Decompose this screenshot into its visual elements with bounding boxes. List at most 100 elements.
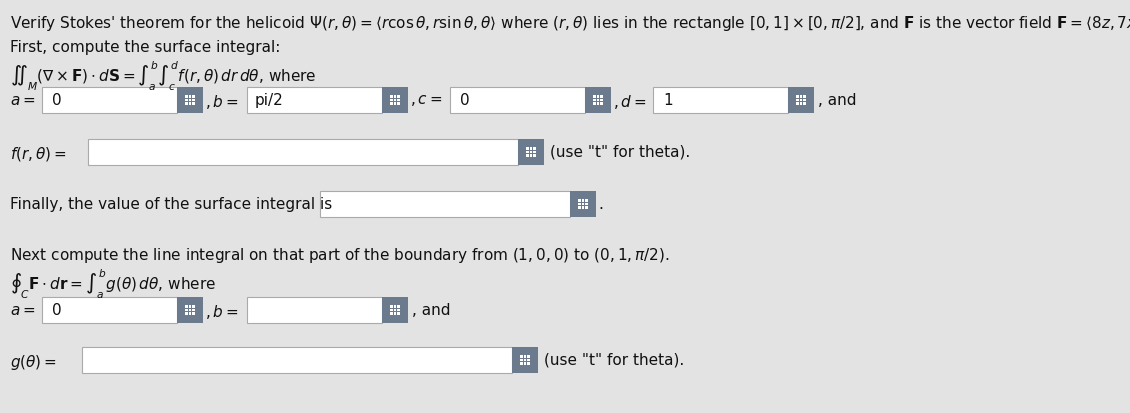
FancyBboxPatch shape bbox=[192, 96, 194, 98]
FancyBboxPatch shape bbox=[189, 100, 191, 102]
Text: $, c = $: $, c = $ bbox=[410, 93, 442, 108]
FancyBboxPatch shape bbox=[528, 359, 530, 361]
FancyBboxPatch shape bbox=[185, 309, 188, 311]
FancyBboxPatch shape bbox=[585, 204, 588, 206]
Text: 0: 0 bbox=[460, 93, 470, 108]
Text: First, compute the surface integral:: First, compute the surface integral: bbox=[10, 40, 280, 55]
FancyBboxPatch shape bbox=[533, 152, 536, 154]
FancyBboxPatch shape bbox=[800, 96, 802, 98]
FancyBboxPatch shape bbox=[803, 100, 806, 102]
Text: $, b = $: $, b = $ bbox=[205, 302, 238, 320]
FancyBboxPatch shape bbox=[582, 200, 584, 202]
FancyBboxPatch shape bbox=[185, 96, 188, 98]
Text: $, d = $: $, d = $ bbox=[612, 93, 646, 111]
FancyBboxPatch shape bbox=[42, 88, 177, 114]
FancyBboxPatch shape bbox=[185, 103, 188, 105]
Text: 1: 1 bbox=[663, 93, 672, 108]
FancyBboxPatch shape bbox=[521, 359, 522, 361]
FancyBboxPatch shape bbox=[797, 103, 799, 105]
FancyBboxPatch shape bbox=[398, 309, 400, 311]
FancyBboxPatch shape bbox=[530, 155, 532, 157]
Text: $\oint_C \mathbf{F} \cdot d\mathbf{r} = \int_a^b g(\theta)\,d\theta$, where: $\oint_C \mathbf{F} \cdot d\mathbf{r} = … bbox=[10, 267, 216, 301]
FancyBboxPatch shape bbox=[593, 100, 596, 102]
FancyBboxPatch shape bbox=[597, 96, 599, 98]
FancyBboxPatch shape bbox=[82, 347, 512, 373]
FancyBboxPatch shape bbox=[570, 192, 596, 218]
FancyBboxPatch shape bbox=[394, 96, 397, 98]
FancyBboxPatch shape bbox=[192, 100, 194, 102]
FancyBboxPatch shape bbox=[382, 297, 408, 323]
FancyBboxPatch shape bbox=[390, 100, 392, 102]
FancyBboxPatch shape bbox=[788, 88, 814, 114]
FancyBboxPatch shape bbox=[390, 96, 392, 98]
FancyBboxPatch shape bbox=[192, 309, 194, 311]
FancyBboxPatch shape bbox=[527, 152, 529, 154]
FancyBboxPatch shape bbox=[582, 204, 584, 206]
FancyBboxPatch shape bbox=[192, 103, 194, 105]
FancyBboxPatch shape bbox=[320, 192, 570, 218]
Text: 0: 0 bbox=[52, 93, 62, 108]
FancyBboxPatch shape bbox=[394, 306, 397, 308]
FancyBboxPatch shape bbox=[800, 100, 802, 102]
FancyBboxPatch shape bbox=[398, 103, 400, 105]
FancyBboxPatch shape bbox=[585, 88, 611, 114]
FancyBboxPatch shape bbox=[585, 200, 588, 202]
FancyBboxPatch shape bbox=[390, 306, 392, 308]
FancyBboxPatch shape bbox=[390, 309, 392, 311]
FancyBboxPatch shape bbox=[88, 140, 518, 166]
FancyBboxPatch shape bbox=[512, 347, 538, 373]
FancyBboxPatch shape bbox=[797, 100, 799, 102]
FancyBboxPatch shape bbox=[600, 96, 602, 98]
Text: .: . bbox=[598, 197, 603, 211]
FancyBboxPatch shape bbox=[653, 88, 788, 114]
FancyBboxPatch shape bbox=[528, 363, 530, 365]
Text: Verify Stokes' theorem for the helicoid $\Psi(r, \theta) = \langle r\cos\theta, : Verify Stokes' theorem for the helicoid … bbox=[10, 14, 1130, 33]
FancyBboxPatch shape bbox=[593, 103, 596, 105]
Text: $, b = $: $, b = $ bbox=[205, 93, 238, 111]
FancyBboxPatch shape bbox=[398, 313, 400, 315]
FancyBboxPatch shape bbox=[528, 356, 530, 358]
FancyBboxPatch shape bbox=[42, 297, 177, 323]
FancyBboxPatch shape bbox=[524, 359, 527, 361]
FancyBboxPatch shape bbox=[390, 103, 392, 105]
FancyBboxPatch shape bbox=[394, 103, 397, 105]
Text: pi/2: pi/2 bbox=[255, 93, 284, 108]
FancyBboxPatch shape bbox=[524, 356, 527, 358]
Text: , and: , and bbox=[818, 93, 857, 108]
Text: Next compute the line integral on that part of the boundary from $(1, 0, 0)$ to : Next compute the line integral on that p… bbox=[10, 245, 669, 264]
FancyBboxPatch shape bbox=[524, 363, 527, 365]
FancyBboxPatch shape bbox=[189, 96, 191, 98]
FancyBboxPatch shape bbox=[394, 100, 397, 102]
FancyBboxPatch shape bbox=[585, 207, 588, 209]
FancyBboxPatch shape bbox=[450, 88, 585, 114]
Text: Finally, the value of the surface integral is: Finally, the value of the surface integr… bbox=[10, 197, 332, 211]
FancyBboxPatch shape bbox=[530, 152, 532, 154]
FancyBboxPatch shape bbox=[394, 313, 397, 315]
FancyBboxPatch shape bbox=[533, 148, 536, 150]
FancyBboxPatch shape bbox=[579, 204, 581, 206]
Text: 0: 0 bbox=[52, 302, 62, 317]
Text: $g(\theta) = $: $g(\theta) = $ bbox=[10, 352, 57, 371]
Text: (use "t" for theta).: (use "t" for theta). bbox=[544, 352, 685, 367]
FancyBboxPatch shape bbox=[527, 155, 529, 157]
FancyBboxPatch shape bbox=[189, 306, 191, 308]
FancyBboxPatch shape bbox=[192, 306, 194, 308]
FancyBboxPatch shape bbox=[521, 356, 522, 358]
FancyBboxPatch shape bbox=[185, 313, 188, 315]
FancyBboxPatch shape bbox=[597, 103, 599, 105]
FancyBboxPatch shape bbox=[177, 297, 203, 323]
Text: $f(r,\theta) = $: $f(r,\theta) = $ bbox=[10, 145, 67, 163]
FancyBboxPatch shape bbox=[192, 313, 194, 315]
FancyBboxPatch shape bbox=[530, 148, 532, 150]
FancyBboxPatch shape bbox=[527, 148, 529, 150]
FancyBboxPatch shape bbox=[533, 155, 536, 157]
FancyBboxPatch shape bbox=[398, 306, 400, 308]
FancyBboxPatch shape bbox=[398, 100, 400, 102]
FancyBboxPatch shape bbox=[247, 297, 382, 323]
Text: , and: , and bbox=[412, 302, 451, 317]
FancyBboxPatch shape bbox=[390, 313, 392, 315]
FancyBboxPatch shape bbox=[579, 200, 581, 202]
Text: $a = $: $a = $ bbox=[10, 93, 35, 108]
FancyBboxPatch shape bbox=[185, 306, 188, 308]
FancyBboxPatch shape bbox=[800, 103, 802, 105]
